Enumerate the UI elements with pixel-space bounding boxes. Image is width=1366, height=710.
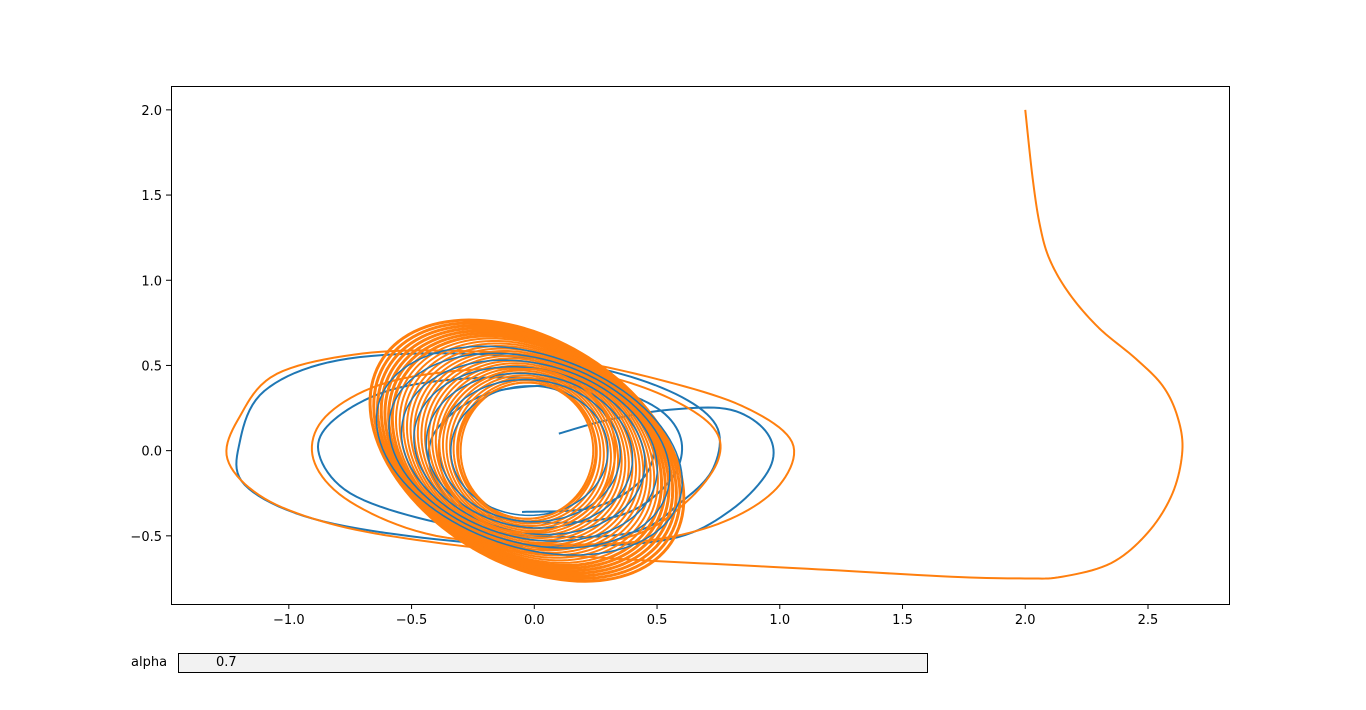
x-axis: −1.0 −0.5 0.0 0.5 1.0 1.5 2.0 2.5 <box>273 604 1158 628</box>
y-tick-label: −0.5 <box>130 530 162 545</box>
series-line-blue-inner <box>413 366 646 536</box>
y-axis: −0.5 0.0 0.5 1.0 1.5 2.0 <box>130 104 171 545</box>
axes-frame <box>171 86 1230 605</box>
series-line-blue-inner <box>450 385 609 517</box>
series-line-orange-inner <box>437 367 617 534</box>
series-line-orange-band <box>368 318 686 583</box>
alpha-slider[interactable]: 0.7 <box>178 653 928 673</box>
series-line-orange-band <box>413 349 641 552</box>
x-tick-label: 1.5 <box>892 613 913 628</box>
y-tick-label: 1.5 <box>141 189 162 204</box>
series-line-blue-inner <box>388 352 671 549</box>
x-tick-label: 0.5 <box>647 613 668 628</box>
alpha-slider-value: 0.7 <box>216 655 237 670</box>
series-line-blue-inner <box>375 345 683 556</box>
alpha-slider-label: alpha <box>131 655 168 670</box>
series-line-orange-band <box>427 359 627 542</box>
x-tick-label: 0.0 <box>524 613 545 628</box>
y-tick-label: 0.5 <box>141 359 162 374</box>
series-line-orange <box>225 109 1184 580</box>
series-line-blue-inner <box>400 359 659 542</box>
x-tick-label: 1.0 <box>769 613 790 628</box>
series-line-orange-band <box>395 337 659 564</box>
series-line-orange-band <box>456 379 598 523</box>
series-line-orange-band <box>445 371 609 530</box>
series-line-orange-band <box>424 357 630 544</box>
x-tick-label: 2.5 <box>1138 613 1159 628</box>
x-tick-label: −1.0 <box>273 613 305 628</box>
y-tick-label: 0.0 <box>141 445 162 460</box>
y-tick-label: 1.0 <box>141 274 162 289</box>
series-line-orange-band <box>452 376 602 525</box>
y-tick-label: 2.0 <box>141 104 162 119</box>
series-line-orange-band <box>405 344 648 557</box>
series-line-orange-inner <box>457 381 597 520</box>
x-tick-label: 2.0 <box>1015 613 1036 628</box>
series-line-orange-band <box>416 352 638 549</box>
series-line-blue-inner <box>425 372 634 529</box>
x-tick-label: −0.5 <box>396 613 428 628</box>
